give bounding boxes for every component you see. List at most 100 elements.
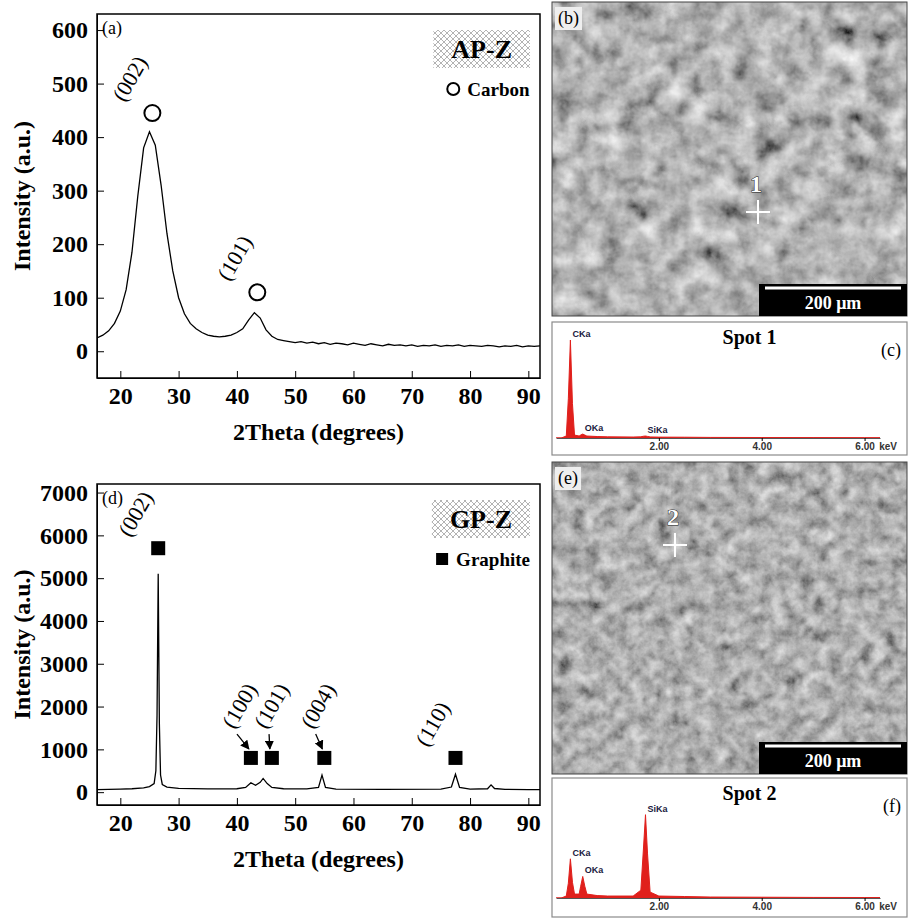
- legend-label: Graphite: [456, 549, 530, 570]
- tick: 300: [52, 178, 104, 204]
- panel-label: (e): [558, 468, 578, 489]
- tick-label: 200: [52, 231, 88, 257]
- tick: 90: [517, 371, 541, 409]
- eds-panel: 2.004.006.00keVSpot 1(c)CKaOKaSiKa: [552, 322, 907, 455]
- tick-label: 500: [52, 71, 88, 97]
- tick-mark: [97, 244, 104, 245]
- peak-label: (004): [295, 679, 340, 733]
- scale-bar-label: 200 μm: [805, 751, 862, 771]
- tick-mark: [237, 798, 238, 805]
- tick-mark: [295, 371, 296, 378]
- axis: 2.00 4.00 6.00: [557, 898, 881, 912]
- legend: AP-ZCarbon: [433, 30, 530, 100]
- tick-label: 1000: [40, 737, 88, 763]
- x-axis-title: 2Theta (degrees): [233, 846, 404, 872]
- axis: 01000200030004000500060007000: [40, 480, 104, 806]
- tick-label: 2.00: [650, 441, 670, 452]
- element-label: OKa: [585, 423, 605, 433]
- tick: 6000: [40, 523, 104, 549]
- tick-mark: [353, 371, 354, 378]
- tick: 60: [342, 798, 366, 836]
- spot-label: 2: [667, 504, 679, 530]
- arrow: [237, 734, 249, 749]
- tick-label: 4.00: [752, 901, 772, 912]
- tick: 0: [76, 779, 104, 805]
- tick-mark: [120, 371, 121, 378]
- tick-mark: [237, 371, 238, 378]
- element-label: OKa: [585, 865, 605, 875]
- plot-area: [97, 574, 540, 790]
- plot-frame: [97, 14, 540, 378]
- tick-label: 50: [284, 810, 308, 836]
- legend: GP-ZGraphite: [432, 500, 530, 570]
- tick-label: 6000: [40, 523, 88, 549]
- phase-marker: [265, 751, 279, 765]
- x-axis-title: keV: [879, 901, 897, 912]
- tick: 50: [284, 371, 308, 409]
- axis-line: [557, 438, 881, 439]
- tick: 30: [167, 371, 191, 409]
- peak-label: (101): [249, 679, 294, 733]
- tick-label: 20: [109, 383, 133, 409]
- tick: 2.00: [650, 898, 670, 912]
- image-border: [552, 462, 907, 774]
- sem-image: 1200 μm(b): [552, 2, 907, 316]
- tick-mark: [97, 535, 104, 536]
- element-label: CKa: [572, 329, 591, 339]
- peak-label: (101): [212, 231, 257, 285]
- tick-mark: [97, 621, 104, 622]
- scale-bar: [765, 287, 901, 290]
- tick-label: 60: [342, 383, 366, 409]
- scale-bar-label: 200 μm: [805, 293, 862, 313]
- tick: 500: [52, 71, 104, 97]
- tick: 70: [400, 371, 424, 409]
- tick-mark: [412, 371, 413, 378]
- axis-line: [97, 15, 98, 379]
- tick-label: 30: [167, 383, 191, 409]
- tick-label: 60: [342, 810, 366, 836]
- phase-marker: [244, 751, 258, 765]
- tick: 4000: [40, 608, 104, 634]
- tick-mark: [97, 578, 104, 579]
- arrow: [268, 734, 270, 749]
- spot-title: Spot 1: [723, 326, 777, 349]
- tick-label: 2000: [40, 694, 88, 720]
- tick-label: 6.00: [855, 901, 875, 912]
- plot-area: [97, 132, 540, 347]
- tick: 5000: [40, 565, 104, 591]
- tick: 2000: [40, 694, 104, 720]
- panel-label: (d): [102, 488, 123, 509]
- tick-mark: [120, 798, 121, 805]
- legend-marker: [447, 83, 459, 95]
- tick: 6.00: [855, 898, 875, 912]
- y-axis-title: Intensity (a.u.): [9, 121, 35, 271]
- tick-label: 400: [52, 124, 88, 150]
- tick-mark: [97, 298, 104, 299]
- arrow: [316, 734, 323, 749]
- tick-mark: [179, 371, 180, 378]
- element-label: SiKa: [647, 804, 668, 814]
- xrd-pattern: [97, 132, 540, 347]
- x-axis-title: 2Theta (degrees): [233, 419, 404, 445]
- tick: 20: [109, 371, 133, 409]
- tick-mark: [353, 798, 354, 805]
- axis: 0100200300400500600: [52, 15, 104, 379]
- spectrum: [556, 340, 880, 438]
- tick-label: 2.00: [650, 901, 670, 912]
- plot-area: [556, 340, 880, 438]
- tick-label: 20: [109, 810, 133, 836]
- y-axis-title: Intensity (a.u.): [9, 569, 35, 719]
- axis: 20 30 40 50 60 70 80 90: [98, 371, 541, 409]
- tick-label: 30: [167, 810, 191, 836]
- xrd-pattern: [97, 574, 540, 790]
- tick-mark: [470, 798, 471, 805]
- scale-bar: [765, 745, 901, 748]
- phase-marker: [151, 541, 165, 555]
- sem-micrograph: [552, 462, 907, 774]
- tick-mark: [470, 371, 471, 378]
- crosshair: [757, 200, 759, 224]
- spectrum: [556, 815, 880, 898]
- tick: 80: [459, 371, 483, 409]
- tick-label: 40: [225, 383, 249, 409]
- spot-marker: [663, 533, 687, 557]
